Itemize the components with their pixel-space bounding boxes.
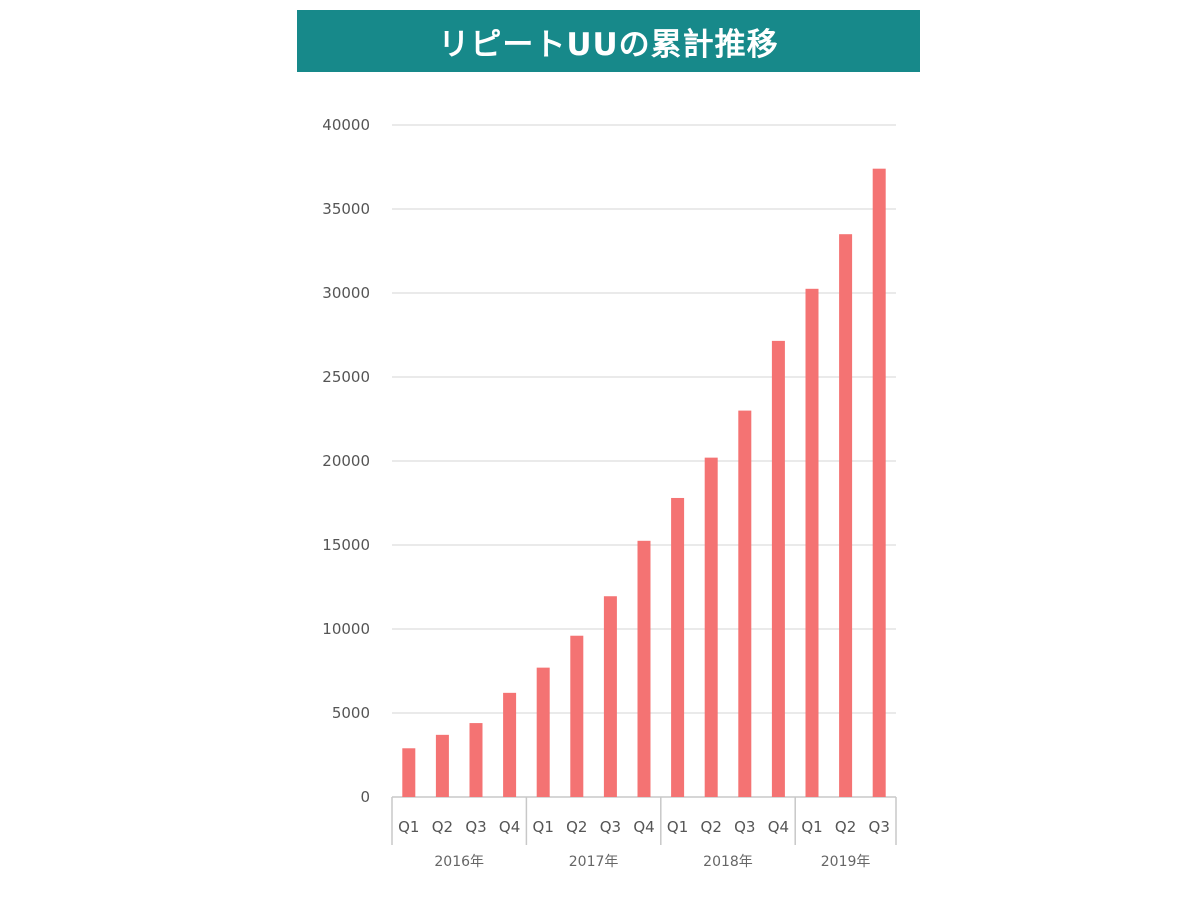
year-group-label: 2018年 [703, 854, 753, 870]
y-tick-label: 20000 [322, 452, 370, 470]
x-tick-label: Q2 [835, 818, 856, 836]
y-tick-label: 0 [360, 788, 370, 806]
chart-title: リピートUUの累計推移 [438, 26, 779, 63]
x-tick-label: Q3 [465, 818, 486, 836]
bar [704, 457, 718, 797]
bar [805, 288, 819, 797]
x-tick-label: Q1 [667, 818, 688, 836]
y-tick-label: 35000 [322, 200, 370, 218]
bar [839, 234, 853, 797]
year-group-label: 2017年 [569, 854, 619, 870]
bar [503, 692, 517, 797]
bar [603, 596, 617, 797]
bar [402, 748, 416, 797]
x-tick-label: Q4 [768, 818, 789, 836]
bar [536, 667, 550, 797]
x-tick-label: Q3 [600, 818, 621, 836]
x-tick-label: Q2 [701, 818, 722, 836]
x-tick-label: Q1 [398, 818, 419, 836]
x-tick-label: Q4 [499, 818, 520, 836]
x-tick-label: Q3 [734, 818, 755, 836]
x-tick-label: Q1 [801, 818, 822, 836]
chart-title-bar: リピートUUの累計推移 [297, 10, 920, 72]
bar [435, 734, 449, 797]
bar [570, 635, 584, 797]
x-tick-label: Q3 [869, 818, 890, 836]
year-group-label: 2019年 [821, 854, 871, 870]
y-tick-label: 5000 [332, 704, 370, 722]
bar [671, 497, 685, 797]
bar [872, 168, 886, 797]
bar [771, 340, 785, 797]
year-group-label: 2016年 [434, 854, 484, 870]
x-tick-label: Q1 [533, 818, 554, 836]
y-tick-label: 25000 [322, 368, 370, 386]
x-tick-label: Q2 [432, 818, 453, 836]
y-tick-label: 15000 [322, 536, 370, 554]
y-tick-label: 40000 [322, 116, 370, 134]
bar [637, 540, 651, 797]
x-tick-label: Q2 [566, 818, 587, 836]
y-tick-label: 10000 [322, 620, 370, 638]
bar [738, 410, 752, 797]
y-tick-label: 30000 [322, 284, 370, 302]
bar [469, 723, 483, 797]
x-tick-label: Q4 [633, 818, 654, 836]
